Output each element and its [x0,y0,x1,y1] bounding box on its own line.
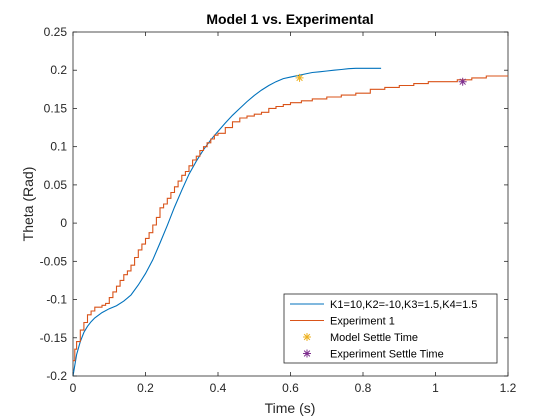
x-tick-label: 1 [432,381,439,395]
x-tick-label: 0.2 [137,381,154,395]
y-tick-label: 0.2 [50,63,67,77]
legend-entry: Experiment 1 [290,316,395,328]
y-tick-label: -0.1 [46,293,67,307]
y-axis-label: Theta (Rad) [20,167,36,242]
x-tick-label: 0.4 [210,381,227,395]
x-tick-label: 0 [70,381,77,395]
legend: K1=10,K2=-10,K3=1.5,K4=1.5 Experiment 1 Mo… [283,293,498,364]
legend-label: Experiment Settle Time [330,349,444,361]
series-line-experiment [73,75,508,362]
x-tick-label: 0.6 [282,381,299,395]
x-tick-label: 0.8 [355,381,372,395]
y-tick-label: 0 [60,216,67,230]
series-layer [72,67,508,377]
y-tick-label: -0.15 [40,331,68,345]
legend-entry: Model Settle Time [303,332,418,344]
legend-marker [303,333,311,341]
legend-marker [303,349,311,358]
legend-entry: Experiment Settle Time [303,349,444,361]
y-tick-label: -0.2 [46,369,67,383]
legend-box [283,293,498,364]
chart-title: Model 1 vs. Experimental [206,11,373,27]
legend-label: K1=10,K2=-10,K3=1.5,K4=1.5 [330,299,477,311]
series-line-model [72,67,382,377]
legend-items: K1=10,K2=-10,K3=1.5,K4=1.5 Experiment 1 Mo… [290,299,477,361]
y-tick-label: 0.25 [44,25,68,39]
y-tick-label: 0.15 [44,101,68,115]
y-tick-label: 0.05 [44,178,68,192]
legend-label: Model Settle Time [330,332,418,344]
legend-label: Experiment 1 [330,316,395,328]
tick-layer: 0 0.2 0.4 0.6 0.8 1 1.2 -0.2 -0.15 -0.1 -0.05 0 0.05… [40,25,517,395]
model-settle-marker [295,73,304,82]
y-tick-label: 0.1 [50,140,67,154]
experiment-settle-marker [458,77,467,86]
y-tick-label: -0.05 [40,254,68,268]
legend-entry: K1=10,K2=-10,K3=1.5,K4=1.5 [290,299,477,311]
x-axis-label: Time (s) [265,400,316,416]
x-tick-label: 1.2 [500,381,517,395]
